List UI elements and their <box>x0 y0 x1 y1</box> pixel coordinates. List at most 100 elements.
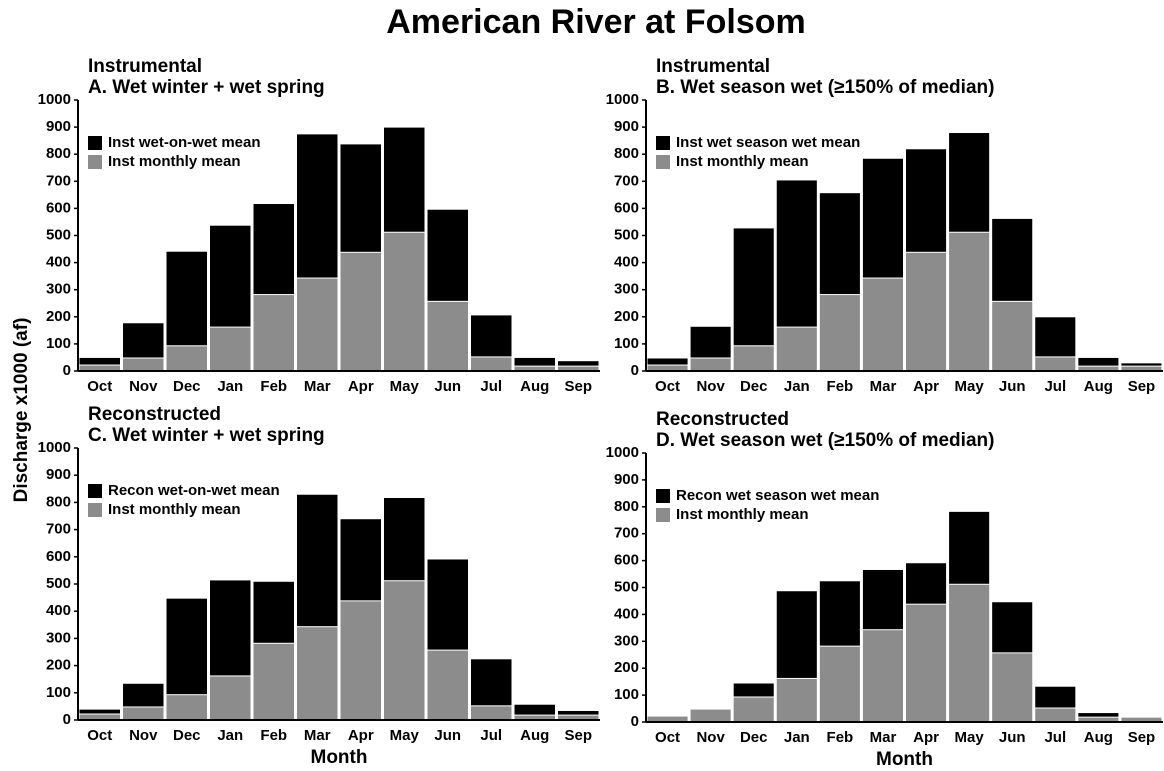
x-tick-label: Oct <box>87 378 112 395</box>
x-tick-label: Jan <box>784 378 810 395</box>
y-tick-label: 200 <box>46 308 71 325</box>
y-tick-label: 500 <box>46 575 71 592</box>
x-tick-label: Aug <box>1084 378 1113 395</box>
panel-title: C. Wet winter + wet spring <box>88 425 325 446</box>
y-tick-label: 0 <box>63 362 71 379</box>
y-tick-label: 600 <box>614 199 639 216</box>
bar <box>383 231 426 372</box>
x-tick-label: Oct <box>655 729 680 746</box>
legend-label: Recon wet season wet mean <box>676 487 879 504</box>
bar <box>426 649 469 721</box>
y-tick-label: 100 <box>46 684 71 701</box>
y-tick-label: 0 <box>631 713 639 730</box>
x-tick-label: Sep <box>1128 729 1156 746</box>
legend-label: Inst monthly mean <box>108 153 241 170</box>
y-tick-label: 700 <box>46 521 71 538</box>
bar <box>165 345 208 372</box>
x-tick-label: Feb <box>827 729 854 746</box>
x-tick-label: Apr <box>913 378 939 395</box>
legend-swatch <box>88 155 102 169</box>
x-tick-label: Mar <box>304 727 331 744</box>
bar <box>818 645 861 723</box>
x-tick-label: May <box>955 729 985 746</box>
y-tick-label: 900 <box>46 118 71 135</box>
bar <box>1034 356 1077 372</box>
x-tick-label: Sep <box>564 727 592 744</box>
y-tick-label: 400 <box>46 602 71 619</box>
panel-title: A. Wet winter + wet spring <box>88 77 325 98</box>
legend-label: Inst monthly mean <box>108 501 241 518</box>
bar <box>209 326 252 372</box>
bar <box>948 231 991 372</box>
bar <box>296 277 339 372</box>
legend-label: Inst monthly mean <box>676 153 809 170</box>
x-tick-label: Jan <box>217 727 243 744</box>
bar <box>948 583 991 723</box>
x-axis-label: Month <box>311 747 368 768</box>
y-tick-label: 600 <box>46 199 71 216</box>
x-tick-label: Jun <box>999 378 1026 395</box>
x-tick-label: Mar <box>870 729 897 746</box>
y-tick-label: 400 <box>46 254 71 271</box>
y-tick-label: 900 <box>614 471 639 488</box>
x-tick-label: Feb <box>827 378 854 395</box>
y-tick-label: 500 <box>614 578 639 595</box>
bar <box>732 345 775 372</box>
y-tick-label: 500 <box>46 226 71 243</box>
y-tick-label: 700 <box>46 172 71 189</box>
figure-title: American River at Folsom <box>386 3 805 41</box>
y-tick-label: 0 <box>63 711 71 728</box>
y-tick-label: 800 <box>614 145 639 162</box>
x-tick-label: Jun <box>434 727 461 744</box>
y-tick-label: 100 <box>46 335 71 352</box>
x-tick-label: Dec <box>740 729 768 746</box>
legend-swatch <box>656 136 670 150</box>
x-tick-label: Sep <box>1128 378 1156 395</box>
x-tick-label: Feb <box>260 727 287 744</box>
legend-label: Inst wet-on-wet mean <box>108 134 261 151</box>
x-tick-label: May <box>390 378 420 395</box>
x-tick-label: May <box>955 378 985 395</box>
y-tick-label: 900 <box>46 466 71 483</box>
x-tick-label: Oct <box>655 378 680 395</box>
bar <box>252 294 295 372</box>
y-axis-label: Discharge x1000 (af) <box>11 318 32 503</box>
x-tick-label: Nov <box>129 378 158 395</box>
x-tick-label: Jul <box>1044 729 1066 746</box>
legend-label: Inst wet season wet mean <box>676 134 860 151</box>
bar <box>339 251 382 372</box>
bar <box>689 357 732 372</box>
bar <box>775 677 818 723</box>
legend-swatch <box>88 136 102 150</box>
y-tick-label: 1000 <box>38 439 71 456</box>
bar <box>905 251 948 372</box>
y-tick-label: 100 <box>614 686 639 703</box>
y-tick-label: 800 <box>46 493 71 510</box>
bar <box>470 356 513 372</box>
bar <box>383 580 426 721</box>
panel-supertitle: Reconstructed <box>656 409 789 430</box>
x-tick-label: Apr <box>348 727 374 744</box>
bar <box>775 326 818 372</box>
bar <box>861 277 905 372</box>
x-tick-label: Mar <box>870 378 897 395</box>
bar <box>296 626 339 721</box>
x-tick-label: Aug <box>520 727 549 744</box>
y-tick-label: 1000 <box>606 91 639 108</box>
y-tick-label: 300 <box>46 281 71 298</box>
x-tick-label: Nov <box>129 727 158 744</box>
bar <box>991 652 1034 723</box>
y-tick-label: 1000 <box>38 91 71 108</box>
panel-title: D. Wet season wet (≥150% of median) <box>656 430 994 451</box>
bar <box>122 357 165 372</box>
x-tick-label: Apr <box>348 378 374 395</box>
panel-supertitle: Reconstructed <box>88 404 221 425</box>
y-tick-label: 400 <box>614 254 639 271</box>
x-tick-label: Dec <box>740 378 768 395</box>
x-tick-label: Jan <box>784 729 810 746</box>
legend-swatch <box>88 484 102 498</box>
bar <box>470 705 513 721</box>
y-tick-label: 800 <box>46 145 71 162</box>
legend-swatch <box>88 503 102 517</box>
